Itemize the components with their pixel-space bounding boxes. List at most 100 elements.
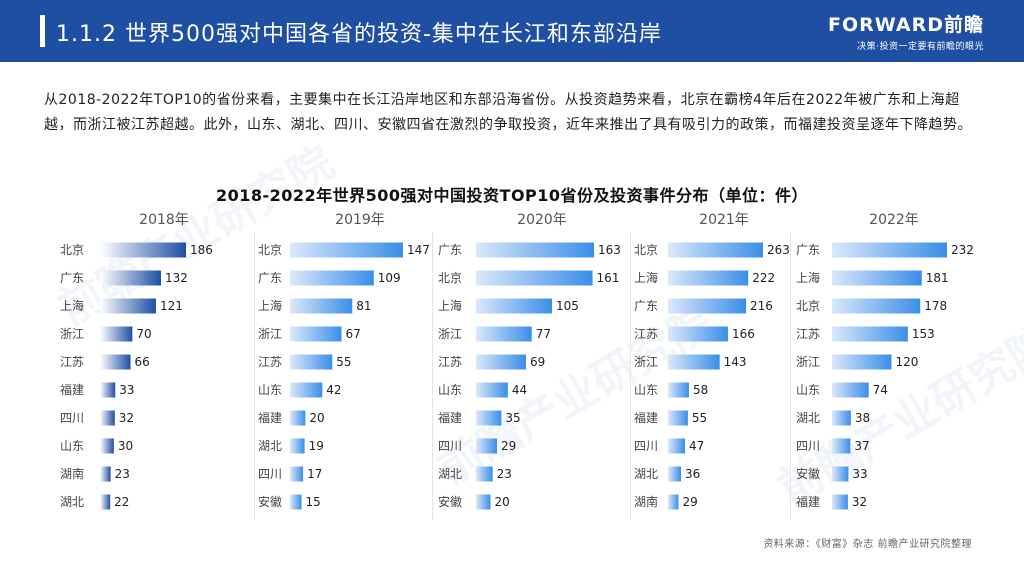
bar: [476, 494, 491, 510]
bar: [668, 298, 747, 314]
value-label: 216: [750, 299, 773, 313]
value-label: 29: [501, 439, 516, 453]
bar: [100, 382, 116, 398]
value-label: 37: [854, 439, 869, 453]
panel-divider: [432, 232, 433, 520]
bar: [100, 466, 111, 482]
category-label: 湖北: [258, 438, 282, 453]
category-label: 四川: [796, 439, 820, 453]
value-label: 120: [895, 355, 918, 369]
bar: [290, 466, 304, 482]
bar: [100, 410, 115, 426]
value-label: 232: [951, 243, 974, 257]
value-label: 38: [855, 411, 870, 425]
category-label: 上海: [438, 298, 462, 313]
category-label: 浙江: [438, 327, 462, 341]
value-label: 29: [682, 495, 697, 509]
category-label: 浙江: [258, 327, 282, 341]
category-label: 上海: [634, 270, 658, 285]
value-label: 66: [135, 355, 150, 369]
category-label: 湖北: [634, 466, 658, 481]
bar: [100, 354, 131, 370]
value-label: 263: [767, 243, 790, 257]
value-label: 222: [752, 271, 775, 285]
category-label: 广东: [258, 271, 282, 285]
bar: [476, 326, 532, 342]
bar: [832, 382, 869, 398]
panel-divider: [790, 232, 791, 520]
bar: [100, 298, 156, 314]
category-label: 山东: [796, 383, 820, 397]
bar: [668, 354, 720, 370]
logo-slogan: 决策·投资一定要有前瞻的眼光: [857, 42, 984, 52]
page-title: 1.1.2 世界500强对中国各省的投资-集中在长江和东部沿岸: [56, 22, 662, 47]
category-label: 广东: [60, 271, 84, 285]
category-label: 江苏: [258, 355, 282, 369]
value-label: 47: [689, 439, 704, 453]
bar: [290, 298, 353, 314]
value-label: 20: [309, 411, 324, 425]
category-label: 四川: [60, 411, 84, 425]
bar: [290, 438, 305, 454]
value-label: 178: [924, 299, 947, 313]
category-label: 福建: [258, 410, 282, 425]
bar: [668, 382, 689, 398]
value-label: 32: [852, 495, 867, 509]
bar: [290, 354, 333, 370]
value-label: 20: [494, 495, 509, 509]
category-label: 湖北: [60, 494, 84, 509]
bar: [100, 326, 133, 342]
value-label: 163: [598, 243, 621, 257]
category-label: 山东: [634, 383, 658, 397]
bar: [476, 242, 594, 258]
value-label: 36: [685, 467, 700, 481]
bar: [290, 494, 302, 510]
category-label: 安徽: [438, 494, 462, 509]
category-label: 山东: [438, 383, 462, 397]
category-label: 安徽: [796, 466, 820, 481]
category-label: 福建: [634, 410, 658, 425]
category-label: 四川: [634, 439, 658, 453]
year-label-2022: 2022年: [869, 212, 919, 228]
category-label: 北京: [796, 299, 820, 313]
year-label-2019: 2019年: [335, 212, 385, 228]
value-label: 23: [497, 467, 512, 481]
bar: [100, 494, 111, 510]
bar: [668, 242, 763, 258]
category-label: 上海: [60, 298, 84, 313]
value-label: 32: [119, 411, 134, 425]
bar: [832, 494, 848, 510]
value-label: 109: [378, 271, 401, 285]
value-label: 105: [556, 299, 579, 313]
bar: [668, 410, 688, 426]
category-label: 广东: [634, 299, 658, 313]
panel-divider: [630, 232, 631, 520]
bar: [476, 354, 526, 370]
bar: [290, 242, 403, 258]
bar: [668, 494, 679, 510]
bar: [290, 382, 323, 398]
bar: [100, 438, 114, 454]
bar: [476, 438, 497, 454]
header-bar: 1.1.2 世界500强对中国各省的投资-集中在长江和东部沿岸 FORWARD前…: [0, 0, 1024, 62]
value-label: 55: [692, 411, 707, 425]
bar: [476, 382, 508, 398]
bar: [668, 466, 682, 482]
category-label: 上海: [258, 298, 282, 313]
value-label: 69: [530, 355, 545, 369]
value-label: 15: [306, 495, 321, 509]
category-label: 江苏: [634, 327, 658, 341]
value-label: 143: [724, 355, 747, 369]
value-label: 33: [852, 467, 867, 481]
value-label: 161: [597, 271, 620, 285]
category-label: 福建: [796, 494, 820, 509]
category-label: 浙江: [796, 355, 820, 369]
category-label: 广东: [438, 243, 462, 257]
bar: [100, 242, 186, 258]
value-label: 42: [326, 383, 341, 397]
bar: [290, 326, 342, 342]
bar: [476, 270, 593, 286]
value-label: 166: [732, 327, 755, 341]
category-label: 江苏: [438, 355, 462, 369]
